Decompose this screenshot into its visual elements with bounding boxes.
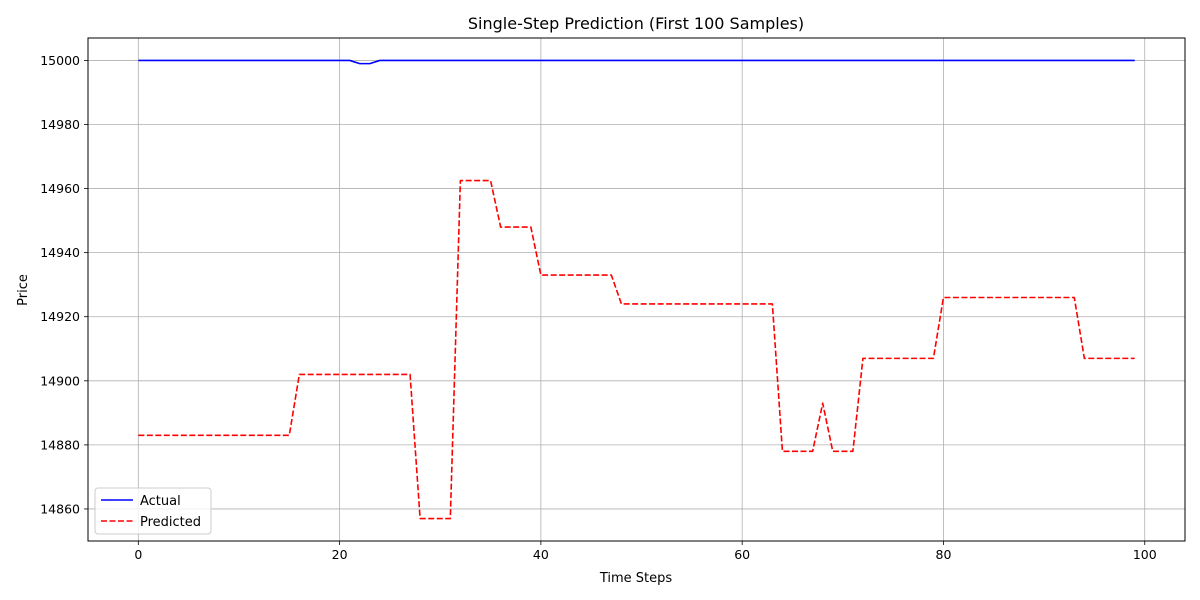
- y-tick-label: 14860: [40, 501, 80, 516]
- plot-frame: [87, 37, 1186, 542]
- y-axis-label: Price: [16, 274, 31, 306]
- series-line-actual: [138, 59, 1135, 65]
- y-tick-label: 14920: [40, 309, 80, 324]
- y-tick-label: 14880: [40, 437, 80, 452]
- legend-actual-label: Actual: [140, 494, 181, 509]
- x-tick-label: 40: [533, 547, 549, 562]
- y-tick-label: 14980: [40, 117, 80, 132]
- x-tick-label: 0: [134, 547, 142, 562]
- y-tick-label: 14900: [40, 373, 80, 388]
- legend: Actual Predicted: [94, 487, 212, 535]
- x-tick-label: 60: [734, 547, 750, 562]
- axis-ticks: 0 20 40 60 80 100 14860 14880 14900 14920 14940 149…: [40, 53, 1156, 562]
- x-tick-label: 80: [936, 547, 952, 562]
- x-axis-label: Time Steps: [599, 571, 673, 586]
- series-line-predicted: [138, 179, 1135, 520]
- grid: [88, 38, 1185, 541]
- legend-predicted-label: Predicted: [140, 515, 201, 530]
- y-tick-label: 15000: [40, 53, 80, 68]
- x-tick-label: 100: [1133, 547, 1157, 562]
- chart-title: Single-Step Prediction (First 100 Sample…: [468, 14, 804, 33]
- plot-series: [138, 59, 1135, 520]
- y-tick-label: 14940: [40, 245, 80, 260]
- x-tick-label: 20: [332, 547, 348, 562]
- y-tick-label: 14960: [40, 181, 80, 196]
